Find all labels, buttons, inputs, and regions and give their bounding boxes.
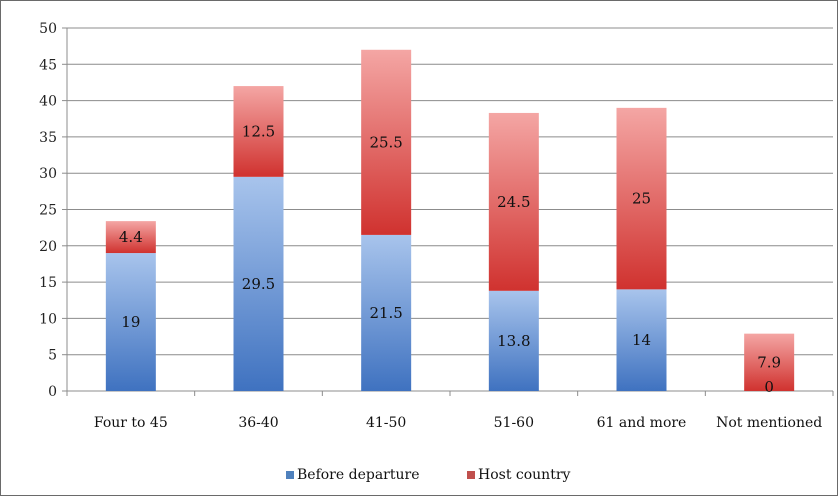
legend-swatch-before-departure (286, 471, 294, 479)
y-tick-label: 15 (39, 275, 57, 291)
data-labels: 19 4.4 29.5 12.5 21.5 25.5 13.8 24.5 14 25 0 7.9 (119, 122, 781, 396)
data-label-before-departure-51-60: 13.8 (497, 332, 530, 350)
y-tick-label: 45 (39, 57, 57, 73)
y-tick-label: 50 (39, 21, 57, 37)
data-label-host-country-41-50: 25.5 (369, 133, 402, 151)
bar-before-departure-51-60 (488, 290, 539, 391)
bar-host-country-41-50 (361, 49, 412, 235)
x-tick-label-not-mentioned: Not mentioned (716, 415, 822, 431)
y-tick-label: 25 (39, 203, 57, 219)
y-tick-label: 0 (48, 384, 57, 400)
x-tick-label-51-60: 51-60 (494, 415, 534, 431)
data-label-host-country-61-and-more: 25 (632, 190, 651, 208)
bar-host-country-four-to-45 (105, 221, 156, 254)
bars (105, 49, 795, 391)
legend-label-host-country: Host country (478, 467, 571, 483)
data-label-host-country-four-to-45: 4.4 (119, 228, 143, 246)
data-label-before-departure-four-to-45: 19 (121, 313, 140, 331)
data-label-before-departure-61-and-more: 14 (632, 331, 651, 349)
y-tick-label: 5 (48, 348, 57, 364)
bar-host-country-51-60 (488, 112, 539, 291)
legend-label-before-departure: Before departure (297, 467, 419, 483)
bar-host-country-not-mentioned (744, 333, 795, 391)
bar-before-departure-36-40 (233, 176, 284, 391)
y-tick-label: 20 (39, 239, 57, 255)
bar-host-country-36-40 (233, 86, 284, 177)
legend-swatch-host-country (467, 471, 475, 479)
legend: Before departure Host country (286, 467, 571, 483)
data-label-host-country-51-60: 24.5 (497, 193, 530, 211)
x-tick-label-41-50: 41-50 (366, 415, 406, 431)
data-label-host-country-not-mentioned: 7.9 (757, 353, 781, 371)
data-label-host-country-36-40: 12.5 (242, 122, 275, 140)
axes: 0 5 10 15 20 25 30 35 40 45 50 Four to 45 36-40 41-50… (39, 21, 834, 431)
y-tick-label: 40 (39, 94, 57, 110)
x-tick-label-four-to-45: Four to 45 (94, 415, 168, 431)
y-tick-label: 35 (39, 130, 57, 146)
x-tick-label-36-40: 36-40 (238, 415, 278, 431)
y-tick-label: 30 (39, 166, 57, 182)
bar-host-country-61-and-more (616, 107, 667, 290)
bar-before-departure-four-to-45 (105, 253, 156, 391)
bar-before-departure-41-50 (361, 234, 412, 391)
data-label-before-departure-41-50: 21.5 (369, 304, 402, 322)
bar-before-departure-61-and-more (616, 289, 667, 391)
x-tick-label-61-and-more: 61 and more (597, 415, 687, 431)
data-label-before-departure-not-mentioned: 0 (764, 378, 774, 396)
data-label-before-departure-36-40: 29.5 (242, 275, 275, 293)
y-tick-label: 10 (39, 311, 57, 327)
grid-lines (67, 27, 833, 356)
